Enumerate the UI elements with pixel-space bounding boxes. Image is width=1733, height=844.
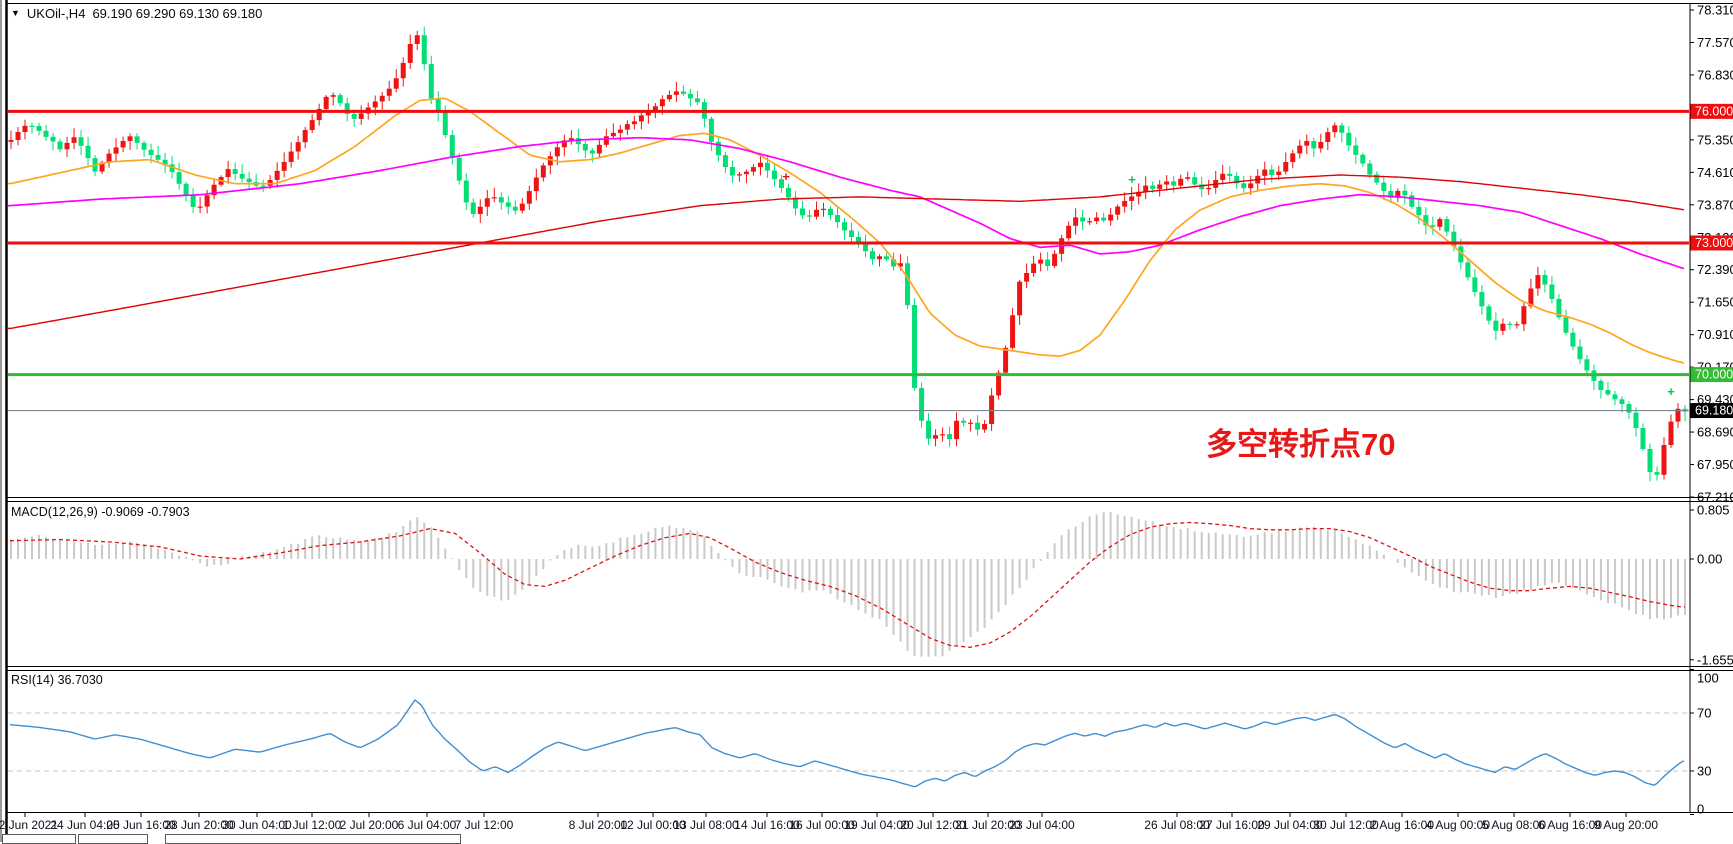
price-axis-tick: 71.650 bbox=[1697, 295, 1733, 310]
bottom-tab[interactable] bbox=[78, 834, 148, 844]
bottom-tab[interactable] bbox=[165, 834, 461, 844]
rsi-axis-tick: 0 bbox=[1697, 802, 1704, 817]
price-axis-tick: 68.690 bbox=[1697, 425, 1733, 440]
ohlc-quote-label: 69.190 69.290 69.130 69.180 bbox=[92, 6, 262, 21]
time-axis-label[interactable]: 30 Jun 04:00 bbox=[222, 818, 292, 832]
svg-text:69.180: 69.180 bbox=[1695, 404, 1733, 418]
time-axis-label[interactable]: 27 Jul 16:00 bbox=[1199, 818, 1265, 832]
rsi-axis-tick: 100 bbox=[1697, 671, 1719, 686]
svg-text:+: + bbox=[1128, 172, 1136, 187]
svg-text:70.000: 70.000 bbox=[1695, 368, 1733, 382]
price-axis-tick: 73.870 bbox=[1697, 197, 1733, 212]
ma-medium-line bbox=[8, 138, 1684, 269]
price-axis-tick: 77.570 bbox=[1697, 35, 1733, 50]
svg-text:73.000: 73.000 bbox=[1695, 236, 1733, 250]
macd-indicator-label: MACD(12,26,9) -0.9069 -0.7903 bbox=[11, 505, 190, 519]
macd-axis-tick: -1.6556 bbox=[1697, 652, 1733, 667]
rsi-axis-tick: 70 bbox=[1697, 706, 1711, 721]
svg-text:76.000: 76.000 bbox=[1695, 104, 1733, 118]
rsi-name: RSI(14) bbox=[11, 673, 54, 687]
time-axis-label[interactable]: 9 Aug 20:00 bbox=[1594, 818, 1658, 832]
time-axis-label[interactable]: 1 Jul 12:00 bbox=[283, 818, 342, 832]
time-axis-label[interactable]: 6 Aug 16:00 bbox=[1538, 818, 1602, 832]
price-axis-tick: 74.610 bbox=[1697, 165, 1733, 180]
chart-annotation-text: 多空转折点70 bbox=[1206, 429, 1395, 460]
rsi-value: 36.7030 bbox=[58, 673, 103, 687]
price-axis-tick: 72.390 bbox=[1697, 262, 1733, 277]
time-axis-label[interactable]: 13 Jul 08:00 bbox=[673, 818, 739, 832]
time-axis-label[interactable]: 2 Aug 16:00 bbox=[1370, 818, 1434, 832]
macd-name: MACD(12,26,9) bbox=[11, 505, 98, 519]
time-axis-label[interactable]: 23 Jul 04:00 bbox=[1009, 818, 1075, 832]
time-axis-label[interactable]: 8 Jul 20:00 bbox=[569, 818, 628, 832]
macd-axis-tick: 0.00 bbox=[1697, 552, 1722, 567]
macd-axis-tick: 0.805 bbox=[1697, 502, 1730, 517]
macd-signal-line bbox=[10, 523, 1685, 648]
time-axis-label[interactable]: 6 Jul 04:00 bbox=[398, 818, 457, 832]
price-axis-tick: 75.350 bbox=[1697, 132, 1733, 147]
price-axis-tick: 78.310 bbox=[1697, 3, 1733, 18]
rsi-indicator-label: RSI(14) 36.7030 bbox=[11, 673, 103, 687]
time-axis-label[interactable]: 5 Aug 08:00 bbox=[1482, 818, 1546, 832]
price-axis-tick: 70.910 bbox=[1697, 327, 1733, 342]
symbol-period-label: UKOil-,H4 bbox=[27, 6, 86, 21]
time-axis-label[interactable]: 7 Jul 12:00 bbox=[455, 818, 514, 832]
macd-histogram bbox=[11, 512, 1685, 657]
ma-slow-line bbox=[8, 175, 1684, 329]
candles-layer bbox=[9, 27, 1688, 482]
svg-text:+: + bbox=[1667, 384, 1675, 399]
time-axis-label[interactable]: 2 Jul 20:00 bbox=[340, 818, 399, 832]
bottom-tab[interactable] bbox=[2, 834, 76, 844]
chevron-down-icon[interactable]: ▼ bbox=[11, 9, 20, 18]
price-axis-tick: 76.830 bbox=[1697, 67, 1733, 82]
price-axis-tick: 67.950 bbox=[1697, 457, 1733, 472]
rsi-axis-tick: 30 bbox=[1697, 764, 1711, 779]
macd-values: -0.9069 -0.7903 bbox=[101, 505, 189, 519]
symbol-title-bar: ▼ UKOil-,H4 69.190 69.290 69.130 69.180 bbox=[11, 6, 262, 21]
time-axis-label[interactable]: 4 Aug 00:00 bbox=[1426, 818, 1490, 832]
